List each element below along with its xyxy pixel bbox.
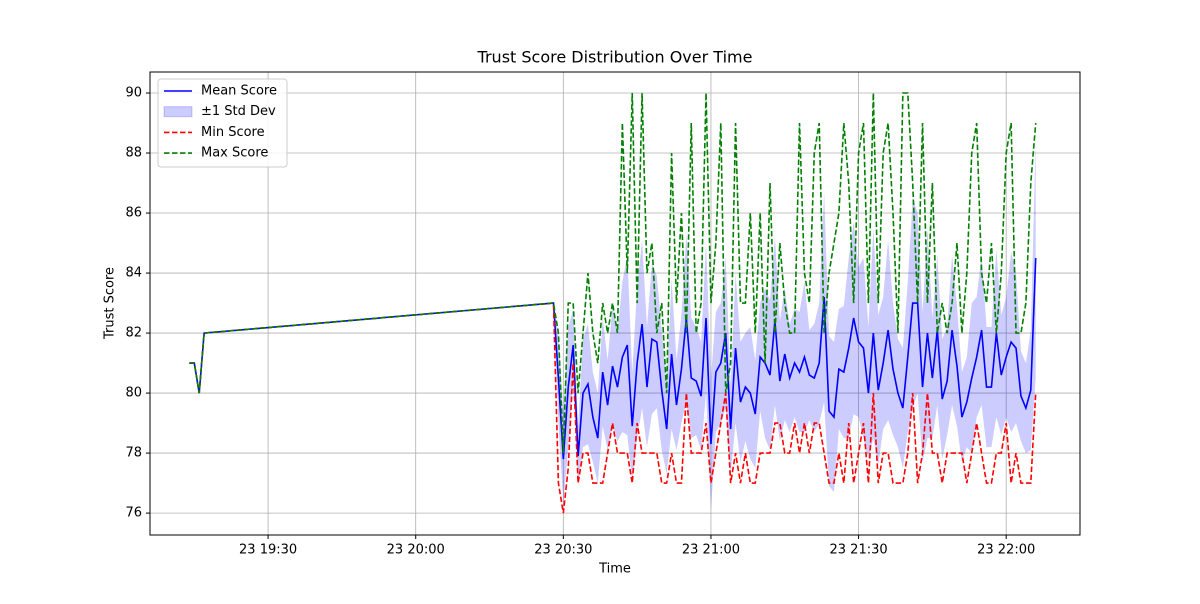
x-tick-label: 23 20:00 [387, 543, 445, 558]
series-line [189, 258, 1037, 460]
legend-label: Min Score [201, 125, 265, 140]
x-axis-label: Time [598, 562, 631, 577]
x-tick-label: 23 19:30 [239, 543, 297, 558]
y-tick-label: 78 [125, 446, 142, 461]
y-tick-label: 84 [125, 266, 142, 281]
y-tick-label: 80 [125, 386, 142, 401]
y-tick-label: 90 [125, 86, 142, 101]
x-tick-label: 23 22:00 [977, 543, 1035, 558]
y-tick-label: 76 [125, 506, 142, 521]
plot-frame [149, 71, 1081, 536]
chart-title: Trust Score Distribution Over Time [477, 48, 753, 67]
legend-label: Max Score [201, 146, 268, 161]
y-axis-label: Trust Score [103, 267, 118, 340]
series-line [189, 302, 1037, 514]
x-tick-label: 23 21:00 [682, 543, 740, 558]
x-tick-label: 23 21:30 [830, 543, 888, 558]
y-tick-label: 82 [125, 326, 142, 341]
y-tick-label: 88 [125, 146, 142, 161]
y-tick-label: 86 [125, 206, 142, 221]
series-line [189, 92, 1037, 454]
x-tick-label: 23 20:30 [534, 543, 592, 558]
legend-label: Mean Score [201, 84, 277, 99]
legend: Mean Score ±1 Std Dev Min Score Max Score [157, 78, 288, 168]
std-band [189, 138, 1036, 511]
legend-label: ±1 Std Dev [201, 104, 276, 119]
legend-box [157, 78, 288, 168]
legend-swatch [163, 106, 193, 118]
